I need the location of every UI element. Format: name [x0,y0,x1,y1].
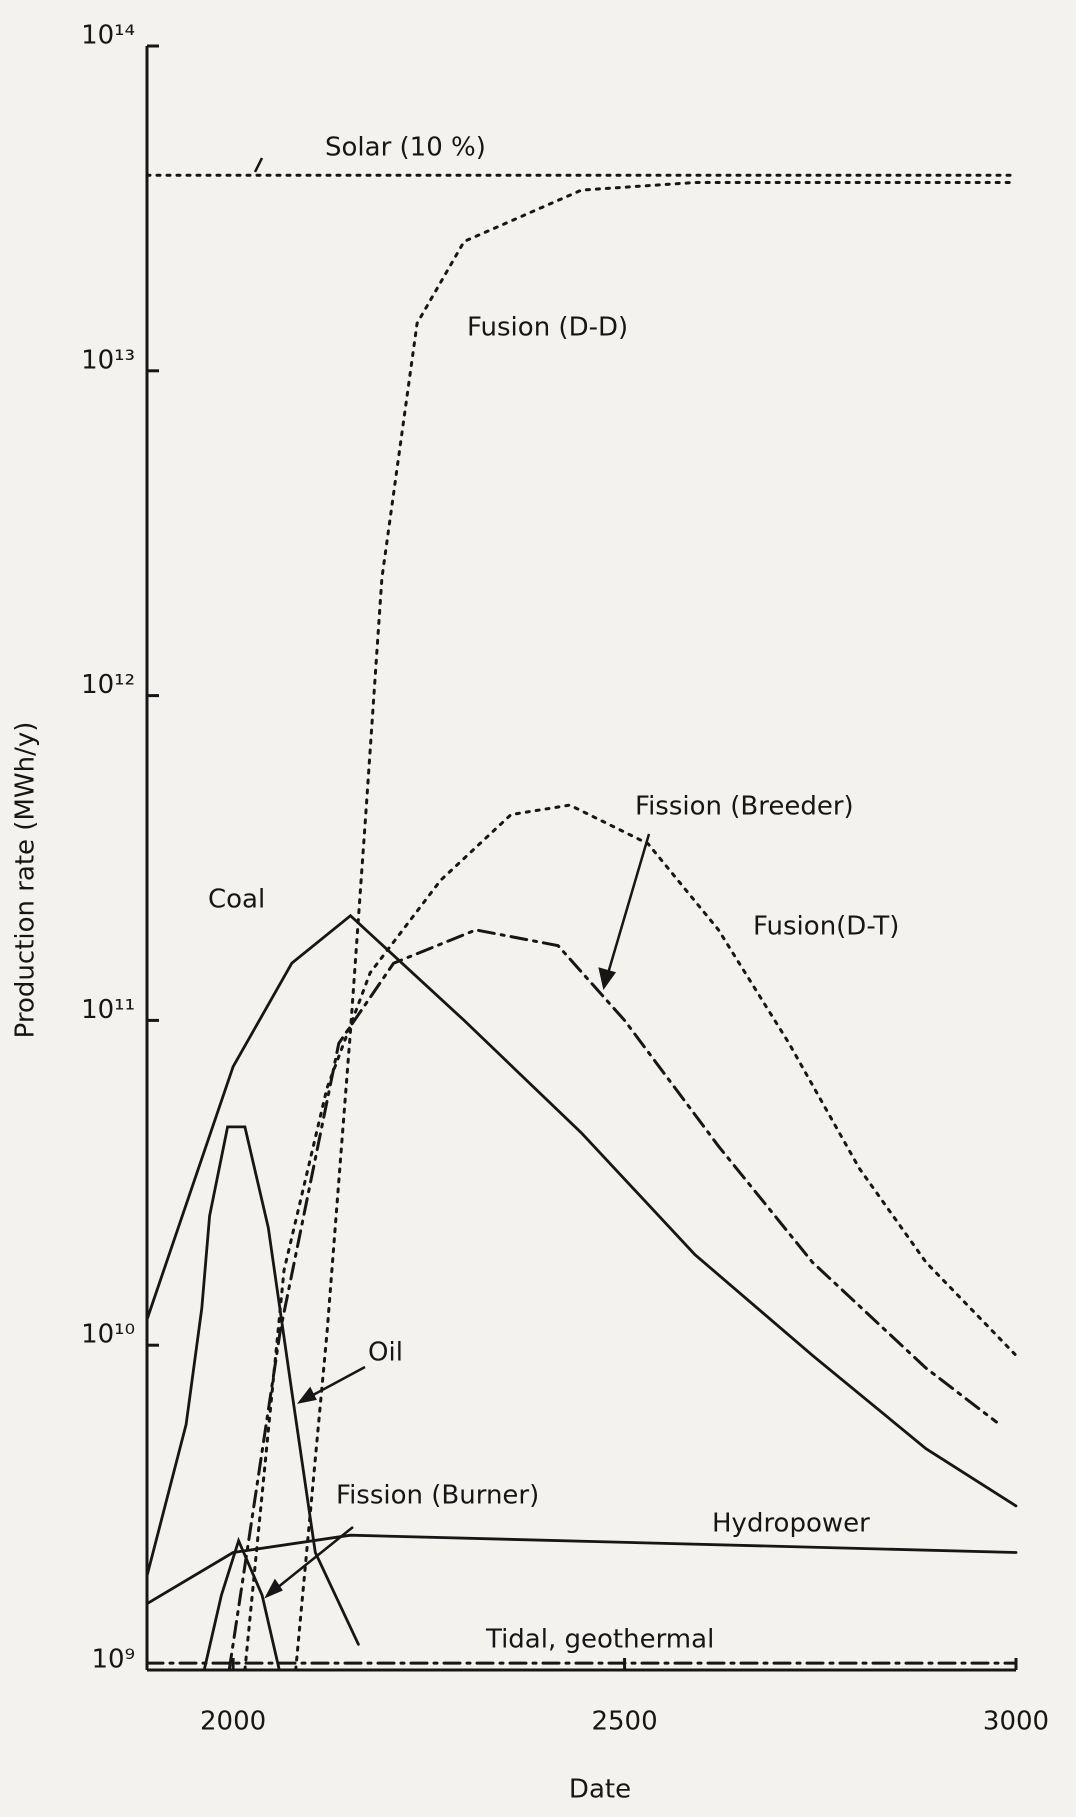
series-label: Coal [208,885,265,915]
y-tick-label: 10¹⁴ [81,21,135,51]
series-label: Fission (Burner) [336,1481,539,1511]
y-tick-label: 10¹³ [81,345,135,375]
series-label: Fission (Breeder) [635,792,854,822]
y-tick-label: 10⁹ [91,1645,135,1675]
series-label: Oil [368,1338,403,1368]
series-label: Fusion(D-T) [753,912,899,942]
y-axis-label: Production rate (MWh/y) [11,722,41,1039]
y-tick-label: 10¹² [81,670,135,700]
series-label: Solar (10 %) [325,133,486,163]
chart: Date Production rate (MWh/y) 10⁹ 10¹⁰ 10¹¹… [0,0,1076,1817]
series-label: Fusion (D-D) [467,313,628,343]
y-tick-label: 10¹⁰ [81,1320,135,1350]
y-tick-label: 10¹¹ [81,995,135,1025]
series-label: Tidal, geothermal [485,1625,714,1655]
x-tick-label: 2000 [200,1707,266,1737]
series-label: Hydropower [712,1509,870,1539]
x-axis-label: Date [569,1775,631,1805]
x-tick-label: 2500 [591,1707,657,1737]
x-tick-label: 3000 [983,1707,1049,1737]
background [0,0,1076,1817]
